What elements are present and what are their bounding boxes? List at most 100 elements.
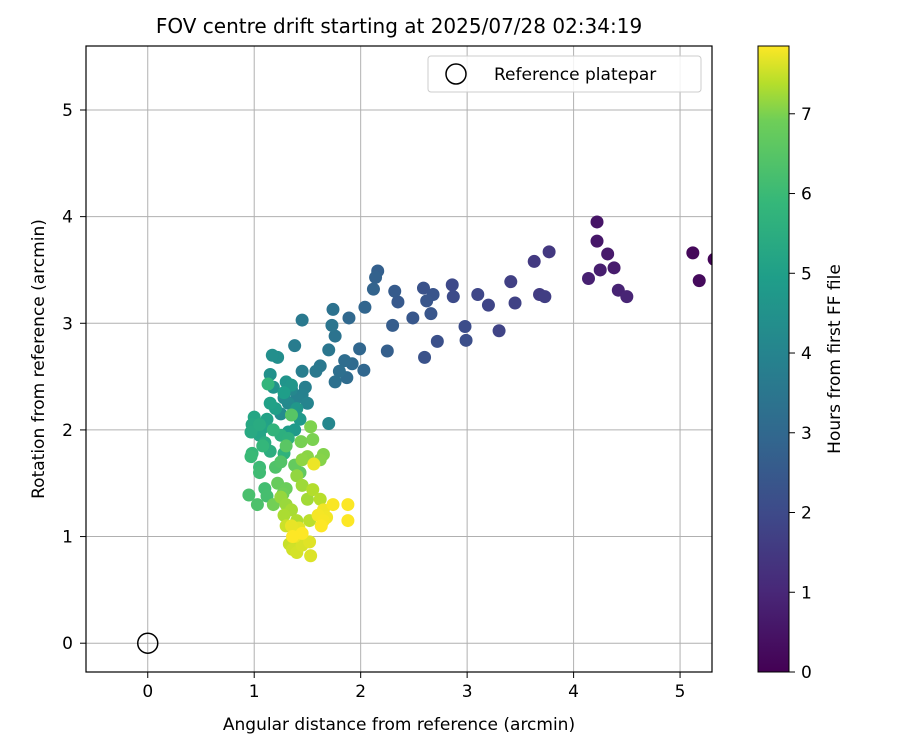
- data-point-59: [300, 396, 314, 410]
- data-point-47: [326, 302, 340, 316]
- data-point-100: [250, 498, 264, 512]
- grid-lines: [86, 46, 712, 672]
- legend: Reference platepar: [427, 55, 702, 93]
- data-point-102: [274, 455, 288, 469]
- data-point-54: [288, 339, 302, 353]
- legend-box: [427, 55, 702, 93]
- data-point-124: [277, 508, 291, 522]
- y-tick-label-5: 5: [62, 101, 73, 121]
- reference-platepar-marker: [136, 632, 159, 654]
- x-tick-label-3: 3: [462, 682, 473, 702]
- y-tick-label-0: 0: [62, 634, 73, 654]
- data-point-136: [304, 549, 318, 563]
- data-point-14: [538, 290, 552, 304]
- data-point-1: [692, 274, 706, 288]
- data-point-104: [279, 439, 293, 453]
- data-point-8: [582, 271, 596, 285]
- data-point-3: [590, 215, 604, 229]
- data-point-18: [481, 298, 495, 312]
- colorbar-tick-label-7: 7: [801, 105, 812, 125]
- y-tick-label-3: 3: [62, 314, 73, 334]
- data-point-83: [244, 425, 258, 439]
- x-axis-label: Angular distance from reference (arcmin): [223, 715, 575, 735]
- data-point-2: [707, 253, 712, 266]
- data-point-30: [406, 311, 420, 325]
- data-point-66: [265, 348, 279, 362]
- data-point-39: [357, 363, 371, 377]
- data-point-147: [341, 498, 355, 512]
- data-point-12: [527, 254, 541, 268]
- data-point-103: [284, 408, 298, 422]
- legend-entry-reference-platepar: Reference platepar: [494, 65, 656, 85]
- data-point-45: [332, 364, 346, 378]
- data-point-111: [294, 435, 308, 449]
- data-point-90: [266, 423, 280, 437]
- data-point-5: [601, 247, 615, 261]
- data-point-6: [607, 261, 621, 275]
- data-point-55: [295, 364, 309, 378]
- y-tick-label-2: 2: [62, 421, 73, 441]
- data-point-141: [307, 457, 321, 471]
- data-points: [242, 215, 712, 563]
- data-point-94: [244, 450, 258, 464]
- data-point-112: [306, 433, 320, 447]
- x-axis-ticks: 0 1 2 3 4 5: [142, 672, 685, 702]
- data-point-77: [263, 396, 277, 410]
- colorbar-tick-label-1: 1: [801, 583, 812, 603]
- colorbar-tick-label-2: 2: [801, 504, 812, 524]
- x-tick-label-4: 4: [568, 682, 579, 702]
- x-tick-label-0: 0: [142, 682, 153, 702]
- data-point-113: [304, 420, 318, 434]
- colorbar: 0 1 2 3 4 5 6 7 Hours from first FF file: [757, 45, 845, 683]
- data-point-46: [328, 375, 342, 389]
- data-point-0: [686, 246, 700, 260]
- colorbar-tick-label-6: 6: [801, 185, 812, 205]
- colorbar-ticks: 0 1 2 3 4 5 6 7: [789, 105, 812, 683]
- data-point-32: [388, 284, 402, 298]
- colorbar-tick-label-3: 3: [801, 424, 812, 444]
- data-point-99: [242, 488, 256, 502]
- y-axis-ticks: 0 1 2 3 4 5: [62, 101, 86, 654]
- chart-title: FOV centre drift starting at 2025/07/28 …: [156, 14, 642, 38]
- data-point-23: [459, 333, 473, 347]
- data-point-84: [253, 418, 267, 432]
- colorbar-tick-label-0: 0: [801, 663, 812, 683]
- data-point-149: [314, 519, 328, 533]
- data-point-41: [342, 311, 356, 325]
- data-point-31: [391, 295, 405, 309]
- data-point-16: [508, 296, 522, 310]
- data-point-19: [471, 287, 485, 301]
- data-point-34: [380, 344, 394, 358]
- data-point-48: [328, 329, 342, 343]
- data-point-137: [303, 535, 317, 549]
- data-point-117: [295, 453, 309, 467]
- data-point-50: [322, 343, 336, 357]
- data-point-60: [322, 417, 336, 431]
- data-point-44: [338, 354, 352, 368]
- data-point-96: [253, 466, 267, 480]
- data-point-29: [424, 307, 438, 321]
- data-point-11: [542, 245, 556, 259]
- data-point-33: [386, 318, 400, 332]
- data-point-127: [313, 492, 327, 506]
- data-point-24: [430, 334, 444, 348]
- data-point-75: [277, 386, 291, 400]
- x-tick-label-2: 2: [355, 682, 366, 702]
- data-point-126: [306, 483, 320, 497]
- data-point-40: [353, 342, 367, 356]
- data-point-22: [458, 319, 472, 333]
- data-point-91: [261, 377, 275, 391]
- data-point-38: [358, 300, 372, 314]
- data-point-25: [418, 350, 432, 364]
- data-point-148: [341, 514, 355, 528]
- data-point-151: [286, 530, 300, 544]
- data-point-15: [504, 275, 518, 289]
- y-tick-label-1: 1: [62, 528, 73, 548]
- data-point-37: [366, 282, 380, 296]
- data-point-53: [295, 313, 309, 327]
- data-point-139: [284, 519, 298, 533]
- colorbar-tick-label-5: 5: [801, 264, 812, 284]
- y-axis-label: Rotation from reference (arcmin): [29, 219, 49, 499]
- data-point-26: [416, 281, 430, 295]
